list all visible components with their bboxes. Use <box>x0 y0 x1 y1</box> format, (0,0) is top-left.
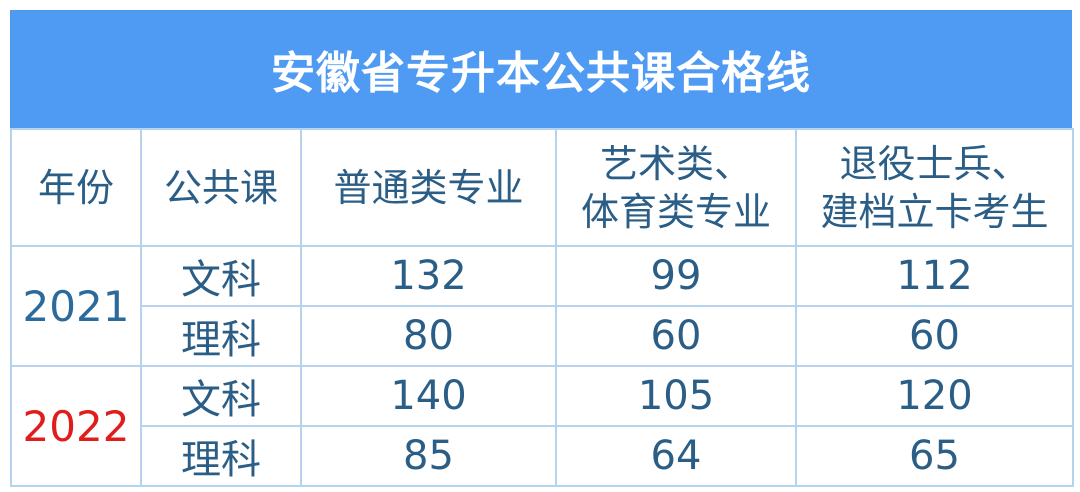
header-cell: 年份 <box>10 128 142 247</box>
subject-cell: 文科 <box>140 245 302 307</box>
score-cell: 99 <box>555 245 797 307</box>
header-row: 年份 公共课 普通类专业 艺术类、 体育类专业 退役士兵、 建档立卡考生 <box>10 128 1074 247</box>
row: 理科 85 64 65 <box>11 425 1074 487</box>
subject-cell: 理科 <box>140 425 302 487</box>
score-cell: 85 <box>300 425 557 487</box>
header-line: 建档立卡考生 <box>820 189 1049 234</box>
score-cell: 140 <box>300 365 557 427</box>
title: 安徽省专升本公共课合格线 <box>271 48 811 99</box>
header-cell: 普通类专业 <box>300 128 557 247</box>
table-header: 年份 公共课 普通类专业 艺术类、 体育类专业 退役士兵、 建档立卡考生 <box>10 128 1074 247</box>
title-bar: 安徽省专升本公共课合格线 <box>10 10 1072 128</box>
score-cell: 105 <box>555 365 797 427</box>
score-cell: 64 <box>555 425 797 487</box>
year-cell: 2021 <box>10 245 142 367</box>
header-line: 普通类专业 <box>333 165 524 210</box>
header-cell: 艺术类、 体育类专业 <box>555 128 797 247</box>
header-line: 体育类专业 <box>580 189 771 234</box>
score-cell: 80 <box>300 305 557 367</box>
header-line: 退役士兵、 <box>839 141 1030 186</box>
header-line: 年份 <box>37 165 114 210</box>
header-line: 公共课 <box>163 165 278 210</box>
header-cell: 公共课 <box>140 128 302 247</box>
score-cell: 60 <box>795 305 1074 367</box>
header-cell: 退役士兵、 建档立卡考生 <box>795 128 1074 247</box>
year-cell: 2022 <box>10 365 142 487</box>
score-cell: 65 <box>795 425 1074 487</box>
row: 2021 文科 132 99 112 <box>10 245 1074 367</box>
header-line: 艺术类、 <box>599 141 752 186</box>
row: 理科 80 60 60 <box>11 305 1074 367</box>
card: 安徽省专升本公共课合格线 年份 公共课 普通类专业 艺术类、 体育类专业 退役士兵、 建档立… <box>10 10 1074 487</box>
table-body: 2021 文科 132 99 112 理科 80 60 60 2022 文科 140 105 120 理科 8… <box>10 245 1074 487</box>
table: 年份 公共课 普通类专业 艺术类、 体育类专业 退役士兵、 建档立卡考生 2021 文科 132… <box>10 128 1074 487</box>
row: 2022 文科 140 105 120 <box>10 365 1074 487</box>
subject-cell: 理科 <box>140 305 302 367</box>
score-cell: 132 <box>300 245 557 307</box>
subject-cell: 文科 <box>140 365 302 427</box>
score-cell: 120 <box>795 365 1074 427</box>
score-cell: 112 <box>795 245 1074 307</box>
score-cell: 60 <box>555 305 797 367</box>
